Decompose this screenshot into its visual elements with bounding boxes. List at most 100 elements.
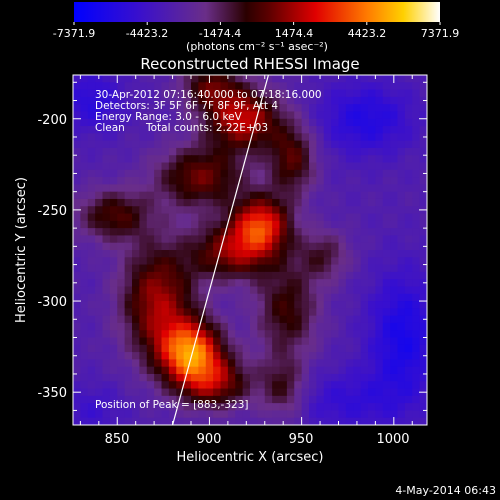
heatmap-cell [205,155,214,164]
heatmap-cell [368,147,376,156]
heatmap-cell [353,235,362,244]
heatmap-cell [146,403,155,412]
heatmap-cell [368,337,376,346]
heatmap-cell [242,111,251,120]
heatmap-cell [183,82,192,91]
heatmap-cell [250,206,258,215]
heatmap-cell [176,250,185,258]
heatmap-cell [191,366,199,375]
heatmap-cell [286,147,295,156]
heatmap-cell [309,388,317,397]
heatmap-cell [191,191,199,200]
heatmap-cell [338,257,347,266]
heatmap-cell [338,417,347,425]
heatmap-cell [117,417,126,425]
heatmap-cell [227,344,236,353]
heatmap-cell [309,279,317,288]
heatmap-cell [87,373,96,382]
heatmap-cell [294,330,303,339]
heatmap-cell [301,395,310,404]
heatmap-cell [397,242,406,251]
heatmap-cell [176,75,185,83]
heatmap-cell [368,264,376,273]
heatmap-cell [161,264,170,273]
heatmap-cell [95,264,104,273]
heatmap-cell [87,184,96,193]
heatmap-cell [227,250,236,258]
heatmap-cell [250,191,258,200]
heatmap-cell [301,96,310,105]
heatmap-cell [124,198,133,207]
heatmap-cell [80,359,89,368]
heatmap-cell [183,381,192,390]
heatmap-cell [323,308,332,317]
heatmap-cell [235,301,244,309]
heatmap-cell [132,228,140,237]
heatmap-cell [183,315,192,324]
heatmap-cell [198,417,207,425]
heatmap-cell [80,271,89,280]
heatmap-cell [323,264,332,273]
heatmap-cell [250,147,258,156]
heatmap-cell [331,206,340,215]
colorbar-tick-label-2: -1474.4 [199,27,241,40]
heatmap-cell [95,169,104,178]
heatmap-cell [235,162,244,171]
heatmap-cell [294,140,303,149]
heatmap-cell [419,220,427,229]
heatmap-cell [345,352,354,360]
heatmap-cell [309,206,317,215]
heatmap-cell [404,206,413,215]
heatmap-cell [338,308,347,317]
heatmap-cell [264,279,273,288]
heatmap-cell [404,322,413,331]
heatmap-cell [286,133,295,142]
heatmap-cell [279,271,288,280]
heatmap-cell [124,308,133,317]
heatmap-cell [205,366,214,375]
heatmap-cell [375,206,384,215]
heatmap-cell [95,308,104,317]
heatmap-cell [353,177,362,185]
heatmap-cell [168,191,177,200]
heatmap-cell [279,366,288,375]
heatmap-cell [176,126,185,134]
heatmap-cell [213,126,222,134]
heatmap-cell [139,388,148,397]
heatmap-cell [368,89,376,98]
heatmap-cell [323,271,332,280]
heatmap-cell [404,133,413,142]
heatmap-cell [286,177,295,185]
heatmap-cell [368,250,376,258]
heatmap-cell [309,75,317,83]
heatmap-cell [264,82,273,91]
heatmap-cell [257,352,266,360]
heatmap-cell [227,96,236,105]
heatmap-cell [286,198,295,207]
heatmap-cell [220,395,229,404]
heatmap-cell [368,381,376,390]
heatmap-cell [146,352,155,360]
heatmap-cell [375,191,384,200]
heatmap-cell [404,104,413,113]
heatmap-cell [73,264,81,273]
heatmap-cell [227,337,236,346]
heatmap-cell [331,301,340,309]
heatmap-cell [250,169,258,178]
heatmap-cell [220,322,229,331]
heatmap-cell [323,184,332,193]
heatmap-cell [176,228,185,237]
heatmap-cell [109,162,118,171]
x-tick-label-850: 850 [105,432,130,447]
heatmap-cell [117,162,126,171]
heatmap-cell [168,133,177,142]
heatmap-cell [227,410,236,419]
heatmap-cell [220,366,229,375]
heatmap-cell [368,373,376,382]
heatmap-cell [109,147,118,156]
heatmap-cell [161,104,170,113]
heatmap-cell [176,344,185,353]
heatmap-cell [183,220,192,229]
heatmap-cell [124,111,133,120]
heatmap-cell [161,155,170,164]
